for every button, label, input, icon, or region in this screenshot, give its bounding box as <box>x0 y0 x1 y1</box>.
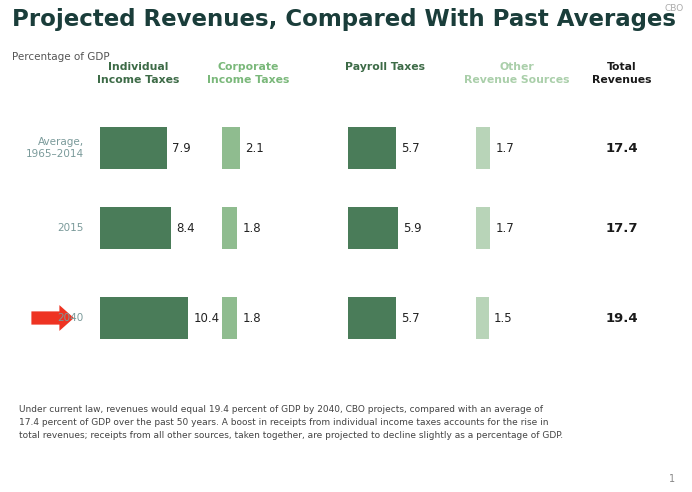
Text: 1.8: 1.8 <box>242 311 261 325</box>
Text: 1.7: 1.7 <box>495 142 514 154</box>
Text: Payroll Taxes: Payroll Taxes <box>345 62 425 72</box>
Bar <box>222 207 237 249</box>
Text: Other
Revenue Sources: Other Revenue Sources <box>464 62 570 85</box>
Text: 2015: 2015 <box>57 223 84 233</box>
Text: 7.9: 7.9 <box>172 142 191 154</box>
Bar <box>476 127 491 169</box>
Bar <box>476 297 489 339</box>
Text: 5.7: 5.7 <box>401 142 420 154</box>
Text: Total
Revenues: Total Revenues <box>592 62 652 85</box>
Text: Individual
Income Taxes: Individual Income Taxes <box>97 62 179 85</box>
Bar <box>100 297 188 339</box>
Bar <box>476 207 491 249</box>
Text: 2.1: 2.1 <box>245 142 264 154</box>
Bar <box>100 127 167 169</box>
Bar <box>348 297 397 339</box>
Text: 5.9: 5.9 <box>403 221 422 235</box>
Text: Under current law, revenues would equal 19.4 percent of GDP by 2040, CBO project: Under current law, revenues would equal … <box>19 405 563 440</box>
Bar <box>222 127 240 169</box>
Text: 5.7: 5.7 <box>401 311 420 325</box>
Bar <box>222 297 237 339</box>
Text: Corporate
Income Taxes: Corporate Income Taxes <box>207 62 289 85</box>
Text: 1: 1 <box>668 473 675 484</box>
Text: Percentage of GDP: Percentage of GDP <box>12 52 109 62</box>
Text: 19.4: 19.4 <box>606 311 638 325</box>
Text: 8.4: 8.4 <box>176 221 195 235</box>
Text: 1.8: 1.8 <box>242 221 261 235</box>
Text: Average,
1965–2014: Average, 1965–2014 <box>26 137 84 159</box>
Text: 1.5: 1.5 <box>494 311 512 325</box>
Text: 17.7: 17.7 <box>606 221 638 235</box>
Text: 10.4: 10.4 <box>193 311 219 325</box>
Text: 2040: 2040 <box>57 313 84 323</box>
Text: Projected Revenues, Compared With Past Averages: Projected Revenues, Compared With Past A… <box>12 8 676 31</box>
Text: 17.4: 17.4 <box>606 142 638 154</box>
Text: 1.7: 1.7 <box>495 221 514 235</box>
Bar <box>348 207 398 249</box>
Bar <box>348 127 397 169</box>
Bar <box>100 207 172 249</box>
Text: CBO: CBO <box>665 4 684 13</box>
Polygon shape <box>30 302 76 334</box>
